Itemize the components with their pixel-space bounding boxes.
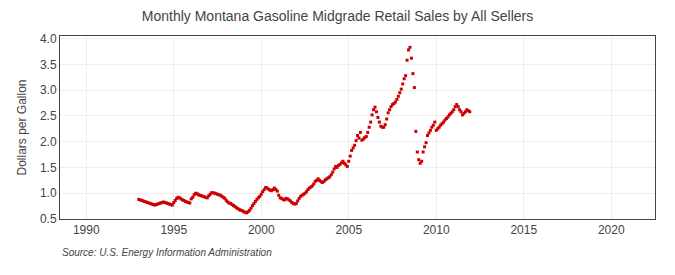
svg-text:Source: U.S. Energy Informatio: Source: U.S. Energy Information Administ… (62, 247, 272, 258)
svg-text:Monthly Montana Gasoline Midgr: Monthly Montana Gasoline Midgrade Retail… (142, 8, 533, 24)
svg-text:1995: 1995 (160, 223, 187, 237)
svg-text:3.0: 3.0 (40, 83, 57, 97)
svg-text:4.0: 4.0 (40, 32, 57, 46)
svg-text:0.5: 0.5 (40, 212, 57, 226)
svg-text:1990: 1990 (73, 223, 100, 237)
svg-text:2000: 2000 (248, 223, 275, 237)
svg-text:2005: 2005 (335, 223, 362, 237)
svg-text:Dollars per Gallon: Dollars per Gallon (15, 79, 29, 175)
svg-text:2015: 2015 (510, 223, 537, 237)
svg-text:2010: 2010 (423, 223, 450, 237)
svg-text:1.0: 1.0 (40, 186, 57, 200)
svg-text:2020: 2020 (598, 223, 625, 237)
svg-text:1.5: 1.5 (40, 161, 57, 175)
svg-text:2.0: 2.0 (40, 135, 57, 149)
svg-text:2.5: 2.5 (40, 109, 57, 123)
svg-text:3.5: 3.5 (40, 58, 57, 72)
